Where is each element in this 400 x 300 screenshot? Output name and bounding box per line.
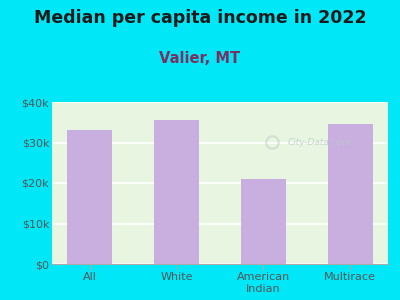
Text: Median per capita income in 2022: Median per capita income in 2022 — [34, 9, 366, 27]
Bar — [154, 120, 199, 264]
Text: Valier, MT: Valier, MT — [160, 51, 240, 66]
Bar — [67, 130, 112, 264]
Bar — [328, 124, 373, 264]
Text: City-Data.com: City-Data.com — [287, 138, 351, 147]
Bar — [241, 179, 286, 264]
